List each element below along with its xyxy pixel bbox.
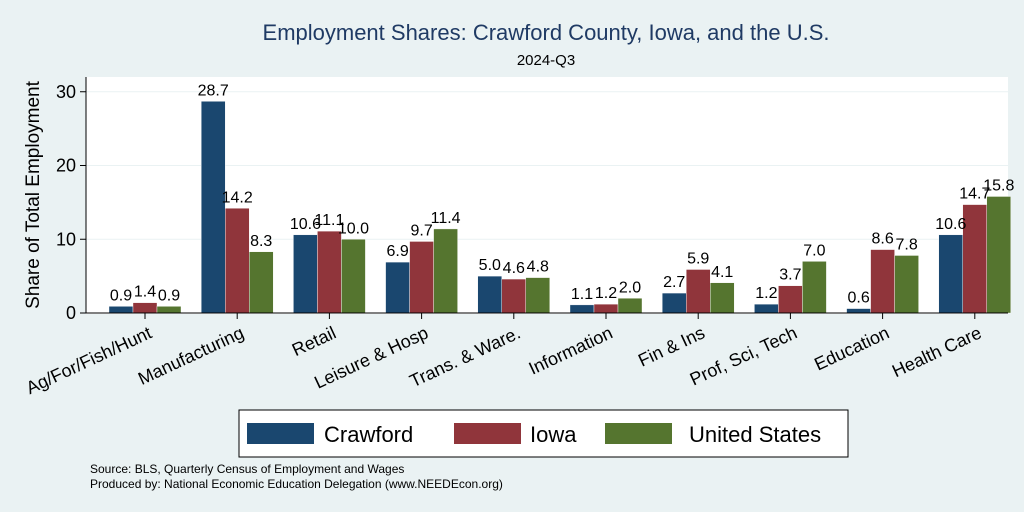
bar-united-states-health-care [986,196,1011,314]
y-axis-label: Share of Total Employment [23,80,44,308]
data-label-crawford-trans-ware: 5.0 [479,257,501,274]
bar-united-states-leisure-hosp [433,228,458,314]
data-label-crawford-ag-for-fish-hunt: 0.9 [110,287,132,304]
data-label-iowa-education: 8.6 [871,231,893,248]
data-label-united-states-ag-for-fish-hunt: 0.9 [158,287,180,304]
bar-iowa-education [870,249,895,314]
legend-box [238,409,849,458]
bar-crawford-leisure-hosp [385,261,410,314]
y-tick-label-0: 0 [66,303,76,323]
legend-label-united-states: United States [689,422,821,447]
data-label-crawford-information: 1.1 [571,286,593,303]
bar-crawford-fin-ins [662,292,687,314]
data-label-iowa-prof-sci-tech: 3.7 [779,267,801,284]
data-label-crawford-prof-sci-tech: 1.2 [755,285,777,302]
bar-crawford-education [846,308,871,314]
data-label-crawford-manufacturing: 28.7 [198,82,229,99]
legend-label-crawford: Crawford [324,422,413,447]
bar-crawford-retail [293,234,318,314]
y-tick-label-30: 30 [56,82,76,102]
data-label-united-states-information: 2.0 [619,279,641,296]
data-label-united-states-health-care: 15.8 [983,177,1014,194]
data-label-iowa-trans-ware: 4.6 [503,260,525,277]
data-label-iowa-information: 1.2 [595,285,617,302]
data-label-iowa-health-care: 14.7 [959,186,990,203]
data-label-crawford-education: 0.6 [847,290,869,307]
data-labels-group: 0.9 1.4 0.928.714.28.310.611.110.06.99.711… [110,82,1015,306]
bar-crawford-prof-sci-tech [754,303,779,314]
bars-group [108,101,1011,314]
data-label-iowa-retail: 11.1 [314,212,344,229]
bar-united-states-retail [341,239,366,314]
data-label-united-states-retail: 10.0 [338,220,369,237]
data-label-iowa-leisure-hosp: 9.7 [410,222,432,239]
data-label-united-states-prof-sci-tech: 7.0 [803,242,825,259]
bar-crawford-trans-ware [477,275,502,314]
legend-swatch-iowa [454,423,521,444]
source-note: Source: BLS, Quarterly Census of Employm… [90,462,404,476]
data-label-united-states-trans-ware: 4.8 [527,259,549,276]
data-label-iowa-manufacturing: 14.2 [222,189,253,206]
legend-swatch-united-states [605,423,672,444]
bar-united-states-education [894,255,919,314]
bar-united-states-ag-for-fish-hunt [156,306,182,314]
data-label-united-states-leisure-hosp: 11.4 [431,210,461,227]
data-label-united-states-manufacturing: 8.3 [250,233,272,250]
bar-iowa-leisure-hosp [409,241,434,314]
data-label-iowa-fin-ins: 5.9 [687,250,709,267]
bar-united-states-information [617,298,643,314]
bar-crawford-information [569,304,595,314]
data-label-crawford-retail: 10.6 [290,216,321,233]
data-label-crawford-health-care: 10.6 [935,216,966,233]
bar-iowa-trans-ware [501,278,526,314]
produced-by-note: Produced by: National Economic Education… [90,477,503,491]
bar-united-states-fin-ins [710,282,735,314]
data-label-united-states-education: 7.8 [895,236,917,253]
bar-crawford-health-care [938,234,963,314]
bar-iowa-manufacturing [224,208,250,314]
bar-iowa-information [593,303,619,314]
bar-iowa-ag-for-fish-hunt [132,302,158,314]
y-axis: 0 10 20 30 [56,77,87,323]
chart-subtitle: 2024-Q3 [517,52,575,69]
legend-label-iowa: Iowa [530,422,577,447]
bar-united-states-prof-sci-tech [802,261,827,314]
bar-iowa-prof-sci-tech [778,285,803,314]
data-label-iowa-ag-for-fish-hunt: 1.4 [134,284,156,301]
legend-swatch-crawford [247,423,314,444]
bar-iowa-fin-ins [686,269,711,314]
bar-crawford-manufacturing [200,101,226,314]
y-tick-label-20: 20 [56,156,76,176]
bar-united-states-manufacturing [248,251,274,314]
bar-crawford-ag-for-fish-hunt [108,306,134,314]
legend: Crawford Iowa United States [238,409,849,458]
data-label-crawford-leisure-hosp: 6.9 [386,243,408,260]
y-tick-label-10: 10 [56,229,76,249]
data-label-united-states-fin-ins: 4.1 [711,264,733,281]
data-label-crawford-fin-ins: 2.7 [663,274,685,291]
bar-iowa-retail [317,230,342,314]
bar-iowa-health-care [962,204,987,314]
chart-title: Employment Shares: Crawford County, Iowa… [263,20,830,45]
bar-united-states-trans-ware [525,277,550,314]
